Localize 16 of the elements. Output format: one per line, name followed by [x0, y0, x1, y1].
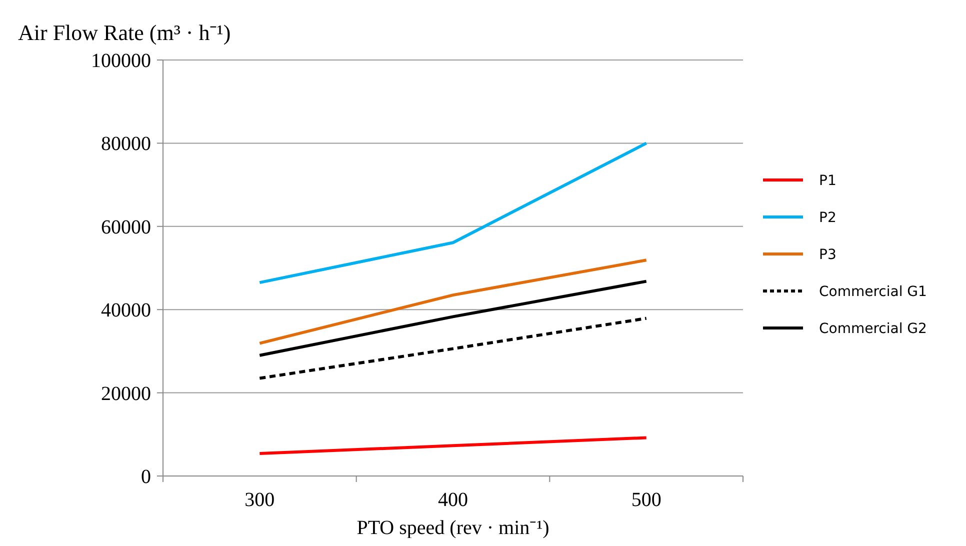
- legend-label: P3: [819, 246, 836, 263]
- legend-label: Commercial G1: [819, 284, 927, 300]
- x-tick-label: 500: [631, 489, 662, 511]
- legend-label: Commercial G2: [819, 320, 927, 337]
- legend-label: P2: [819, 210, 836, 226]
- y-tick-label: 0: [141, 466, 151, 488]
- x-axis-title: PTO speed (rev · min⁻¹): [356, 517, 550, 539]
- y-tick-label: 80000: [101, 133, 151, 156]
- y-tick-label: 60000: [101, 216, 151, 238]
- y-tick-label: 20000: [101, 382, 151, 405]
- x-tick-label: 400: [438, 489, 468, 511]
- y-tick-label: 100000: [91, 50, 151, 72]
- y-tick-label: 40000: [101, 300, 151, 322]
- legend-label: P1: [819, 172, 836, 189]
- x-tick-label: 300: [244, 489, 275, 511]
- y-axis-title: Air Flow Rate (m³ · h⁻¹): [18, 20, 231, 45]
